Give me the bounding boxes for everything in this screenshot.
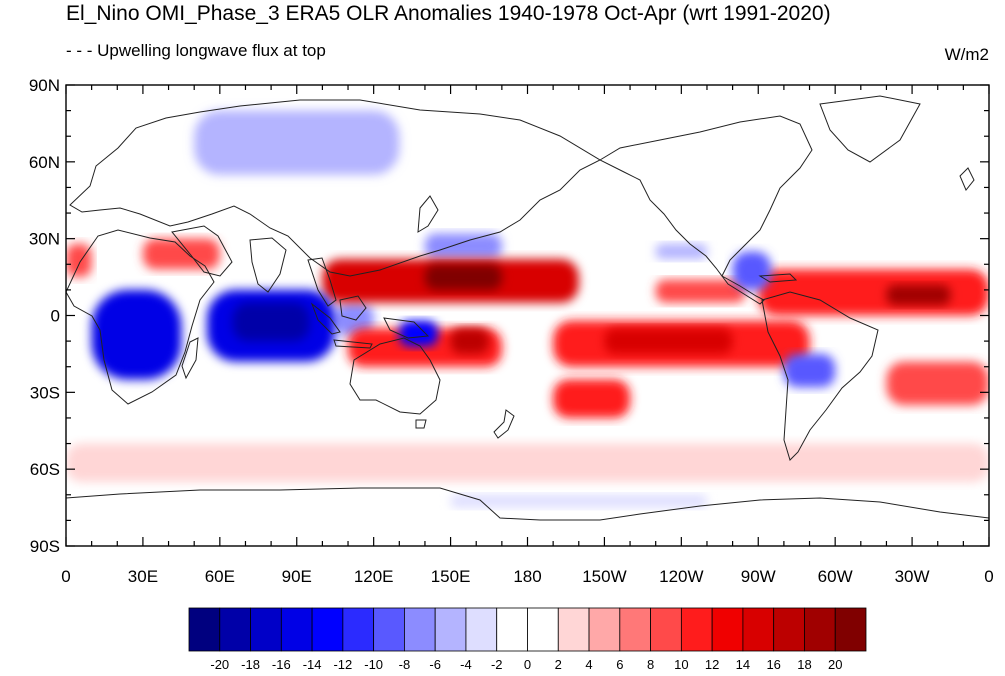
colorbar-swatch xyxy=(342,607,375,652)
lon-label: 30E xyxy=(128,567,158,586)
anomaly-region-6 xyxy=(424,264,502,290)
anomaly-region-8 xyxy=(450,328,490,354)
lat-label: 30S xyxy=(30,383,60,402)
colorbar-swatch xyxy=(434,607,467,652)
anomaly-region-12 xyxy=(655,279,746,303)
colorbar-swatch xyxy=(804,607,836,652)
colorbar-label: -20 xyxy=(210,657,229,672)
colorbar-label: 6 xyxy=(616,657,623,672)
colorbar-swatch xyxy=(834,607,867,652)
lon-label: 0 xyxy=(61,567,70,586)
anomaly-region-11 xyxy=(553,379,631,418)
colorbar-swatch xyxy=(311,607,344,652)
colorbar-labels: -20 -18 -16 -14 -12 -10 -8 -6 -4 -2 0 2 4 6 8 10 12 14 16 1… xyxy=(210,657,842,672)
colorbar-swatch xyxy=(527,607,559,652)
colorbar-swatch xyxy=(773,607,805,652)
colorbar-label: -6 xyxy=(429,657,441,672)
lat-label: 60S xyxy=(30,460,60,479)
lon-label: 150E xyxy=(431,567,471,586)
colorbar-swatch xyxy=(496,607,528,652)
lon-label: 150W xyxy=(582,567,626,586)
colorbar-swatch xyxy=(465,607,498,652)
lon-label: 0 xyxy=(984,567,993,586)
colorbar-swatch xyxy=(219,607,251,652)
map-title: El_Nino OMI_Phase_3 ERA5 OLR Anomalies 1… xyxy=(66,2,831,25)
colorbar-swatch xyxy=(619,607,651,652)
anomaly-region-16 xyxy=(783,353,836,388)
lon-label: 90E xyxy=(282,567,312,586)
lon-label: 180 xyxy=(513,567,541,586)
lat-label: 0 xyxy=(51,307,60,326)
anomaly-region-0 xyxy=(91,289,182,380)
anomaly-region-20 xyxy=(66,243,92,278)
anomaly-region-21 xyxy=(142,238,220,270)
anomaly-region-17 xyxy=(732,251,772,290)
colorbar-swatch xyxy=(280,607,313,652)
lat-label: 60N xyxy=(29,153,60,172)
anomaly-region-24 xyxy=(66,443,989,482)
colorbar-swatch xyxy=(404,607,436,652)
colorbar-label: 18 xyxy=(797,657,811,672)
variable-subtitle: - - - Upwelling longwave flux at top xyxy=(66,41,326,60)
colorbar-label: -12 xyxy=(333,657,352,672)
axis-ticks xyxy=(65,84,990,547)
lon-label: 120E xyxy=(354,567,394,586)
colorbar-swatch xyxy=(188,607,221,652)
colorbar-label: 10 xyxy=(674,657,688,672)
colorbar-label: 0 xyxy=(524,657,531,672)
colorbar-swatch xyxy=(742,607,775,652)
anomaly-region-18 xyxy=(424,233,502,260)
colorbar xyxy=(188,607,867,652)
lat-label: 90N xyxy=(29,76,60,95)
colorbar-label: 12 xyxy=(705,657,719,672)
colorbar-label: 20 xyxy=(828,657,842,672)
lon-label: 30W xyxy=(895,567,930,586)
lat-label: 90S xyxy=(30,537,60,556)
colorbar-label: -18 xyxy=(241,657,260,672)
longitude-labels: 0 30E 60E 90E 120E 150E 180 150W 120W 90W 60W 30W 0 xyxy=(61,567,993,586)
colorbar-label: -2 xyxy=(491,657,503,672)
colorbar-swatch xyxy=(588,607,621,652)
lon-label: 90W xyxy=(741,567,776,586)
colorbar-label: 8 xyxy=(647,657,654,672)
colorbar-label: 4 xyxy=(585,657,592,672)
anomaly-region-25 xyxy=(450,494,707,508)
colorbar-label: -4 xyxy=(460,657,472,672)
colorbar-swatch xyxy=(650,607,682,652)
anomaly-region-4 xyxy=(399,320,438,347)
anomaly-region-2 xyxy=(232,302,310,342)
colorbar-swatch xyxy=(373,607,405,652)
lon-label: 120W xyxy=(659,567,703,586)
anomaly-region-10 xyxy=(604,328,733,354)
colorbar-swatch xyxy=(711,607,744,652)
colorbar-label: 14 xyxy=(736,657,750,672)
colorbar-label: -8 xyxy=(399,657,411,672)
lon-label: 60W xyxy=(818,567,853,586)
colorbar-swatch xyxy=(250,607,282,652)
latitude-labels: 90N 60N 30N 0 30S 60S 90S xyxy=(29,76,60,556)
colorbar-swatch xyxy=(680,607,713,652)
anomaly-region-15 xyxy=(886,361,989,406)
units-label: W/m2 xyxy=(944,45,989,64)
colorbar-label: 2 xyxy=(555,657,562,672)
colorbar-label: -10 xyxy=(364,657,383,672)
lat-label: 30N xyxy=(29,230,60,249)
lon-label: 60E xyxy=(205,567,235,586)
colorbar-label: -14 xyxy=(303,657,322,672)
colorbar-label: -16 xyxy=(272,657,291,672)
anomaly-region-14 xyxy=(886,284,951,306)
coastlines xyxy=(66,95,989,521)
colorbar-label: 16 xyxy=(766,657,780,672)
colorbar-swatch xyxy=(557,607,590,652)
anomaly-region-22 xyxy=(194,110,400,175)
